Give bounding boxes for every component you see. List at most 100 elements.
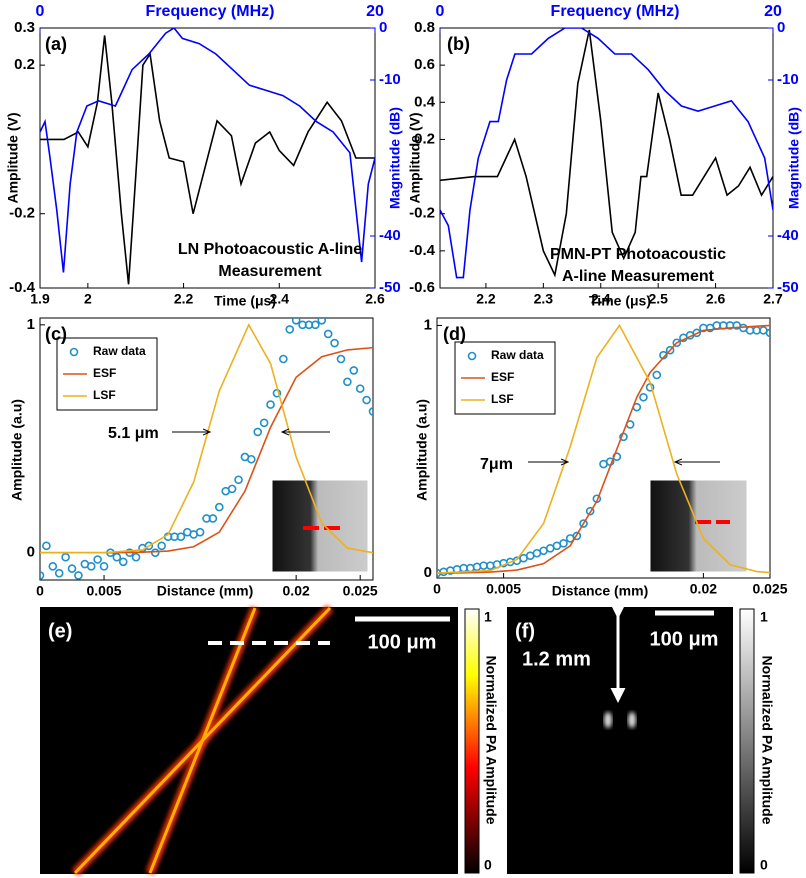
x2-tick-label: 20 [764, 3, 782, 20]
x2-axis-label: Frequency (MHz) [146, 3, 275, 20]
legend-label: Raw data [93, 344, 146, 358]
data-point [317, 318, 327, 325]
data-point [279, 354, 288, 364]
plot-frame [39, 317, 374, 581]
data-point [559, 539, 568, 548]
y2-tick-label: -50 [777, 279, 799, 296]
x-tick-label: 0 [36, 583, 44, 599]
y-tick-label: -0.4 [9, 279, 36, 296]
annotation: LN Photoacoustic A-line [178, 241, 362, 258]
y-axis-label: Amplitude (a.u) [9, 399, 25, 501]
data-point [639, 392, 648, 402]
y-tick-label: 0.2 [14, 56, 35, 73]
y-axis-label: Amplitude (V) [5, 113, 21, 204]
y-tick-label: -0.2 [409, 205, 435, 222]
x-tick-label: 2.4 [591, 291, 611, 307]
y2-tick-label: 0 [777, 19, 785, 36]
colorbar-tick: 0 [484, 857, 492, 873]
legend-label: Raw data [491, 348, 544, 362]
colorbar-label: Normalized PA Amplitude [759, 655, 775, 824]
annotation: PMN-PT Photoacoustic [550, 246, 726, 263]
data-point [291, 318, 301, 325]
fibers [71, 604, 334, 877]
data-point [311, 320, 320, 330]
x-axis-label: Time (μs) [214, 293, 276, 309]
x-tick-label: 2 [84, 291, 92, 307]
x-tick-label: 2.3 [534, 291, 554, 307]
data-point [40, 571, 45, 580]
data-point [227, 484, 237, 494]
data-point [672, 338, 682, 348]
y-tick-label: 0 [424, 564, 432, 581]
data-point [86, 562, 96, 571]
x-tick-label: 2.2 [476, 291, 496, 307]
panel-label: (c) [45, 324, 67, 344]
panel-label: (a) [45, 34, 67, 54]
series-line [40, 346, 373, 554]
data-point [336, 354, 346, 364]
data-point [195, 527, 205, 537]
data-point [343, 377, 352, 387]
x-tick-label: 0.02 [283, 583, 310, 599]
data-point [368, 407, 373, 416]
x-tick-label: 0.025 [752, 581, 787, 597]
x-tick-label: 0.02 [690, 581, 717, 597]
x-axis-label: Time (μs) [589, 293, 651, 309]
data-point [118, 557, 128, 567]
y2-tick-label: -50 [379, 279, 401, 296]
panel-label: (e) [48, 620, 72, 642]
data-point [765, 328, 770, 338]
y-tick-label: 0.8 [414, 19, 435, 36]
series-line [440, 29, 773, 278]
series-line [40, 323, 373, 554]
y-tick-label: -0.4 [409, 242, 436, 259]
colorbar-tick: 1 [760, 609, 768, 625]
y-axis-label: Amplitude (a.u) [414, 399, 430, 501]
data-point [247, 454, 256, 464]
series-group [440, 28, 773, 279]
y2-tick-label: -10 [379, 71, 401, 88]
x-tick-label: 0.005 [486, 581, 521, 597]
legend-label: ESF [491, 370, 514, 384]
data-point [355, 384, 365, 393]
y-tick-label: 0.6 [414, 56, 435, 73]
scale-bar-label: 100 μm [368, 631, 437, 653]
series-group [40, 318, 373, 580]
colorbar [464, 608, 480, 874]
data-point [579, 519, 588, 528]
series-line [40, 35, 375, 285]
data-point [112, 552, 122, 562]
legend-label: LSF [93, 388, 116, 402]
data-point [176, 532, 186, 542]
inset-image [271, 479, 369, 573]
legend-label: ESF [93, 366, 116, 380]
legend-marker [467, 351, 477, 361]
x-tick-label: 2.2 [174, 291, 194, 307]
y-tick-label: 0.4 [414, 93, 436, 110]
data-point [215, 502, 224, 512]
data-point [652, 370, 662, 380]
plot-frame [439, 27, 774, 289]
annotation: A-line Measurement [562, 268, 715, 285]
data-point [665, 345, 675, 355]
series-line [437, 324, 770, 574]
data-point [692, 328, 702, 338]
legend-label: LSF [491, 392, 514, 406]
data-point [253, 427, 263, 437]
data-point [234, 475, 243, 485]
colorbar-tick: 1 [484, 609, 492, 625]
plot-frame [436, 317, 771, 579]
x2-axis-label: Frequency (MHz) [551, 3, 680, 20]
data-point [67, 564, 77, 573]
y2-tick-label: 0 [379, 19, 387, 36]
series-line [40, 28, 375, 273]
data-point [572, 531, 582, 541]
y2-tick-label: -40 [777, 227, 799, 244]
x-tick-label: 0.025 [343, 583, 378, 599]
annotation: 5.1 μm [108, 425, 159, 442]
data-point [99, 562, 109, 571]
x-tick-label: 2.4 [270, 291, 290, 307]
data-point [259, 418, 269, 428]
